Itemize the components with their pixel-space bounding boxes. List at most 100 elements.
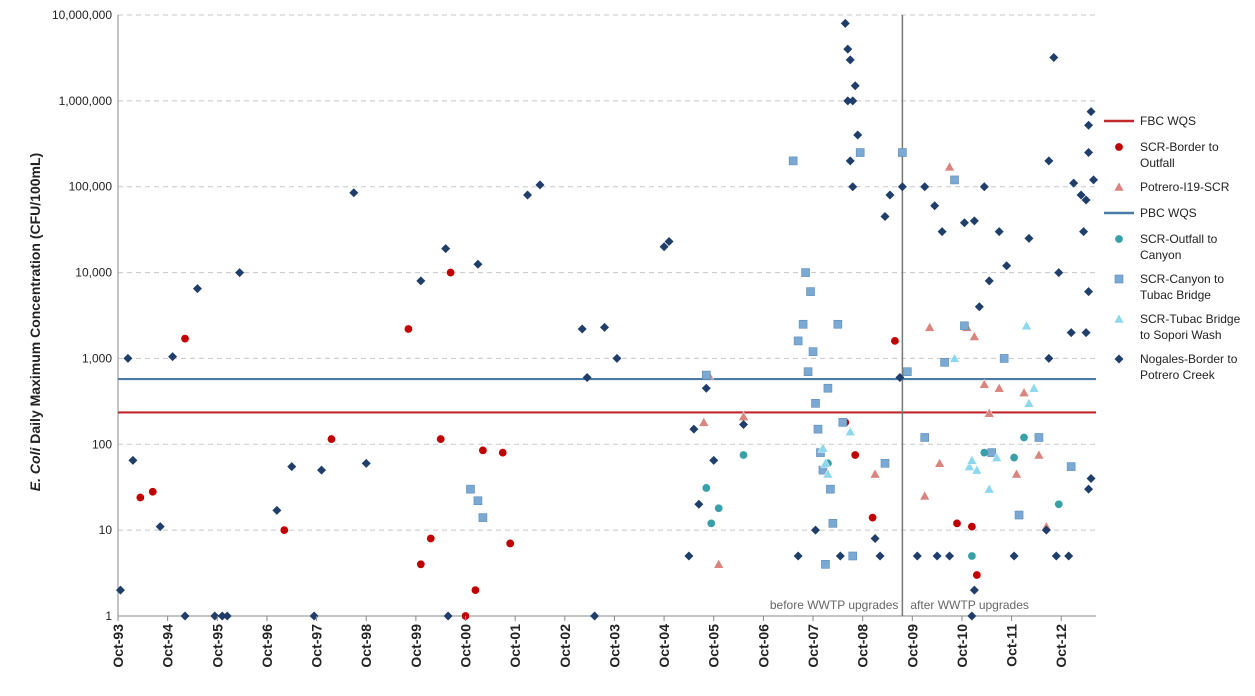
data-point <box>811 525 821 535</box>
data-point <box>279 525 289 535</box>
data-point <box>600 322 610 332</box>
data-point <box>1014 510 1024 520</box>
y-tick-label: 10,000,000 <box>52 8 112 22</box>
legend-label: Potrero-I19-SCR <box>1140 180 1230 194</box>
data-point <box>498 448 508 458</box>
data-point <box>793 336 803 346</box>
legend-label: PBC WQS <box>1140 206 1197 220</box>
data-point <box>843 96 853 106</box>
data-point <box>1018 387 1030 397</box>
data-point <box>714 503 724 513</box>
legend: FBC WQS SCR-Border to Outfall Potrero-I19-S… <box>1104 114 1241 382</box>
data-point <box>659 242 669 252</box>
data-point <box>848 551 858 561</box>
data-point <box>135 492 145 502</box>
data-point <box>1002 261 1012 271</box>
data-point <box>689 424 699 434</box>
x-tick-label: Oct-04 <box>656 624 672 668</box>
data-point <box>960 321 969 331</box>
data-point <box>222 611 232 621</box>
data-point <box>1034 433 1044 442</box>
data-point <box>840 18 850 28</box>
data-point <box>1054 268 1064 278</box>
y-tick-label: 100,000 <box>69 180 113 194</box>
data-point <box>828 519 838 528</box>
series-3 <box>466 148 1076 569</box>
legend-marker <box>1114 274 1124 284</box>
data-point <box>706 518 716 528</box>
x-tick-label: Oct-93 <box>110 624 126 668</box>
data-point <box>1023 397 1035 408</box>
data-point <box>826 484 835 494</box>
data-point <box>441 244 451 254</box>
data-point <box>869 468 881 479</box>
data-point <box>1086 473 1096 483</box>
data-point <box>848 96 858 106</box>
data-point <box>1011 468 1022 479</box>
series-2 <box>701 432 1064 561</box>
data-point <box>535 180 545 190</box>
data-point <box>880 211 890 221</box>
data-point <box>701 483 711 493</box>
data-point <box>1081 328 1091 338</box>
data-point <box>912 551 922 561</box>
data-point <box>698 416 710 427</box>
data-point <box>845 156 855 166</box>
data-point <box>968 330 980 341</box>
data-point <box>739 420 749 430</box>
data-point <box>848 182 858 192</box>
x-tick-label: Oct-07 <box>805 624 821 668</box>
data-point <box>924 321 936 332</box>
data-point <box>821 560 830 569</box>
data-point <box>1086 107 1096 117</box>
data-point <box>993 382 1005 393</box>
legend-item-4: SCR-Outfall to Canyon <box>1114 232 1218 262</box>
data-point <box>1084 148 1094 158</box>
data-point <box>952 518 962 528</box>
data-point <box>272 505 282 515</box>
data-point <box>895 372 905 382</box>
data-point <box>850 450 860 460</box>
x-tick-label: Oct-97 <box>309 624 325 668</box>
legend-item-0: FBC WQS <box>1104 114 1196 128</box>
x-tick-label: Oct-03 <box>606 624 622 668</box>
data-point <box>967 522 977 532</box>
data-point <box>974 302 984 312</box>
data-point <box>820 457 831 468</box>
x-axis-ticks: Oct-93 Oct-94 Oct-95 Oct-96 Oct-97 Oct-98 Oct-… <box>110 616 1069 668</box>
data-point <box>903 367 912 377</box>
series-1 <box>698 161 1052 569</box>
data-point <box>1044 353 1054 363</box>
data-points <box>115 18 1099 621</box>
data-point <box>1066 462 1076 471</box>
legend-label: Outfall <box>1140 156 1175 170</box>
legend-label: Nogales-Border to <box>1140 352 1238 366</box>
after-upgrades-label: after WWTP upgrades <box>910 598 1028 612</box>
data-point <box>1044 156 1054 166</box>
data-point <box>1084 120 1094 130</box>
data-point <box>969 585 979 595</box>
data-point <box>426 533 436 543</box>
data-point <box>1051 551 1061 561</box>
data-point <box>473 259 483 269</box>
data-point <box>817 442 829 453</box>
data-point <box>875 551 885 561</box>
legend-label: SCR-Tubac Bridge <box>1140 312 1241 326</box>
y-tick-label: 1 <box>105 609 112 623</box>
data-point <box>823 383 833 393</box>
data-point <box>788 156 798 166</box>
legend-label: Canyon <box>1140 248 1181 262</box>
x-tick-label: Oct-95 <box>209 624 225 668</box>
data-point <box>885 190 895 200</box>
data-point <box>959 218 969 228</box>
y-tick-label: 1,000,000 <box>59 94 113 108</box>
data-point <box>701 383 711 393</box>
x-tick-label: Oct-11 <box>1004 624 1020 667</box>
legend-marker <box>1113 181 1125 192</box>
data-point <box>843 44 853 54</box>
data-point <box>1019 432 1029 442</box>
data-point <box>192 284 202 294</box>
data-point <box>945 551 955 561</box>
legend-item-3: PBC WQS <box>1104 206 1197 220</box>
y-axis-label-rest: Daily Maximum Concentration (CFU/100mL) <box>27 153 43 448</box>
